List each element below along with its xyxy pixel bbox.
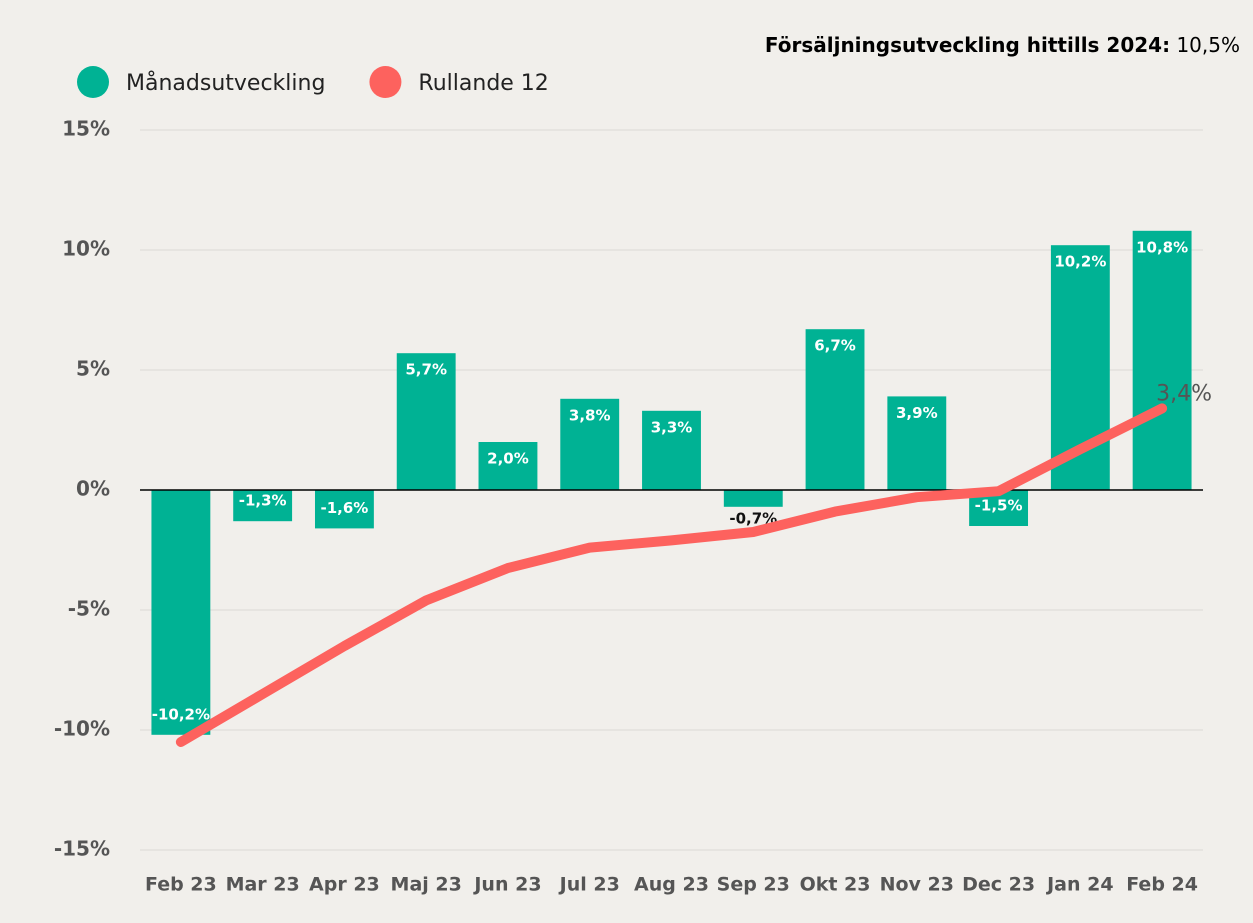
y-tick-label: -5% xyxy=(68,597,110,621)
bar xyxy=(314,490,374,529)
bar xyxy=(478,442,538,490)
bar xyxy=(1132,230,1192,491)
legend-label: Månadsutveckling xyxy=(126,70,325,96)
x-tick-label: Apr 23 xyxy=(309,874,380,896)
x-tick-label: Maj 23 xyxy=(391,874,462,896)
data-label: -0,7% xyxy=(729,509,777,527)
bar xyxy=(151,490,211,735)
y-tick-label: -10% xyxy=(54,717,110,741)
y-tick-label: 0% xyxy=(76,477,110,501)
x-tick-label: Jan 24 xyxy=(1045,874,1113,896)
data-label: -10,2% xyxy=(152,705,210,723)
data-label: 6,7% xyxy=(814,337,856,355)
x-tick-label: Jul 23 xyxy=(558,874,620,896)
y-tick-label: 5% xyxy=(76,357,110,381)
data-label: 2,0% xyxy=(487,450,529,468)
line xyxy=(175,403,1168,747)
x-tick-label: Sep 23 xyxy=(717,874,790,896)
x-tick-label: Okt 23 xyxy=(800,874,871,896)
legend-label: Rullande 12 xyxy=(418,71,548,96)
bar xyxy=(805,329,865,490)
x-tick-label: Nov 23 xyxy=(880,874,954,896)
bar xyxy=(560,398,620,490)
data-label: -1,3% xyxy=(239,492,287,510)
annotation: Försäljningsutveckling hittills 2024: 10… xyxy=(765,33,1240,57)
y-tick-label: 10% xyxy=(62,237,110,261)
data-label: 5,7% xyxy=(405,361,447,379)
x-tick-label: Aug 23 xyxy=(634,874,709,896)
x-tick-label: Feb 24 xyxy=(1126,874,1198,896)
data-label: -1,6% xyxy=(321,499,369,517)
annotation-label: Försäljningsutveckling hittills 2024: xyxy=(765,33,1170,57)
legend-marker xyxy=(369,66,402,98)
bar xyxy=(642,410,701,490)
data-label: 3,3% xyxy=(651,418,693,436)
data-label: 10,8% xyxy=(1136,238,1188,256)
x-tick-label: Dec 23 xyxy=(962,874,1035,896)
annotation-value: 10,5% xyxy=(1176,33,1240,57)
x-tick-label: Jun 23 xyxy=(472,874,541,896)
data-label: 3,8% xyxy=(569,406,611,424)
bar xyxy=(396,353,456,490)
x-tick-label: Mar 23 xyxy=(226,874,300,896)
bar xyxy=(887,396,947,490)
y-tick-label: 15% xyxy=(62,117,110,141)
bar xyxy=(723,490,783,507)
data-label: 10,2% xyxy=(1054,253,1106,271)
data-label: -1,5% xyxy=(975,497,1023,515)
bar xyxy=(233,490,293,522)
line-label: 3,4% xyxy=(1156,381,1212,406)
data-label: 3,9% xyxy=(896,404,938,422)
legend-marker xyxy=(77,66,109,98)
y-tick-label: -15% xyxy=(54,837,110,861)
x-tick-label: Feb 23 xyxy=(145,874,217,896)
